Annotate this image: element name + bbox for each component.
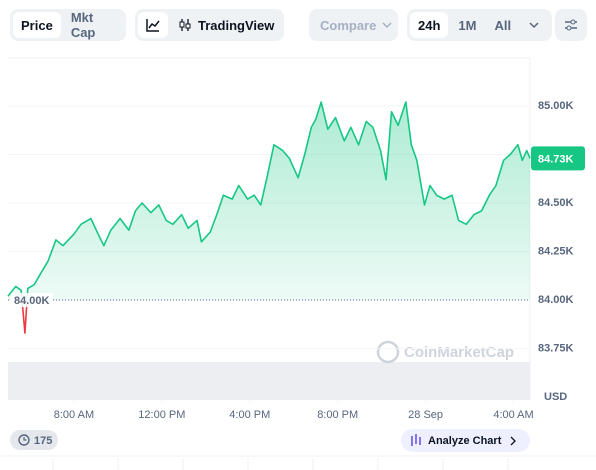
y-tick-label: 84.00K <box>538 294 574 306</box>
x-tick-label: 8:00 AM <box>54 409 94 421</box>
settings-icon <box>565 19 577 31</box>
analyze-button[interactable]: Analyze Chart <box>401 429 530 452</box>
settings[interactable] <box>555 9 587 41</box>
tab[interactable]: Price <box>13 12 61 38</box>
x-tick-label: 8:00 PM <box>317 409 358 421</box>
x-tick-label: 4:00 AM <box>493 409 533 421</box>
watermark: CoinMarketCap <box>376 340 514 364</box>
watermark-text: CoinMarketCap <box>404 344 514 361</box>
price-line <box>7 101 531 334</box>
tab[interactable]: Mkt Cap <box>70 10 96 40</box>
candle-icon <box>179 19 191 31</box>
baseline-label-bg <box>11 293 53 308</box>
range-menu[interactable] <box>521 12 547 38</box>
label: TradingView <box>198 17 275 33</box>
label: Compare <box>320 17 377 33</box>
baseline-label: 84.00K <box>14 295 50 307</box>
analyze-bg <box>401 429 530 452</box>
line-icon <box>146 19 160 32</box>
x-tick-label: 12:00 PM <box>138 409 185 421</box>
line-button[interactable] <box>138 12 168 38</box>
view-tabs: Price Mkt Cap <box>10 9 126 41</box>
chevron <box>382 22 392 29</box>
range[interactable]: 1M <box>458 17 477 33</box>
badge[interactable]: 175 <box>10 430 58 450</box>
chart-type: TradingView <box>135 9 284 41</box>
tradingview-button[interactable]: TradingView <box>170 12 282 38</box>
current-price-tag <box>531 146 585 171</box>
x-tick-label: 4:00 PM <box>229 409 270 421</box>
chevron <box>529 22 539 29</box>
ranges: 24h 1M All <box>407 9 552 41</box>
badge-text: 175 <box>34 435 52 447</box>
compare[interactable]: Compare <box>309 9 398 41</box>
x-tick-label: 28 Sep <box>408 409 443 421</box>
area-fill <box>8 102 530 301</box>
bottom-grid <box>52 458 509 470</box>
y-tick-label: 84.25K <box>538 245 574 257</box>
y-axis-label: USD <box>544 391 567 403</box>
range[interactable]: All <box>494 17 512 33</box>
y-tick-label: 84.50K <box>538 197 574 209</box>
analyze-text: Analyze Chart <box>428 435 502 447</box>
current-price-label: 84.73K <box>538 153 574 165</box>
y-tick-label: 85.00K <box>538 100 574 112</box>
range[interactable]: 24h <box>410 12 449 38</box>
y-tick-label: 83.75K <box>538 342 574 354</box>
compare-button[interactable]: Compare <box>312 12 400 38</box>
chart: CoinMarketCap 83.75K 84.00K 84.25K 84.50K 84… <box>0 57 596 470</box>
volume-area <box>8 362 530 400</box>
